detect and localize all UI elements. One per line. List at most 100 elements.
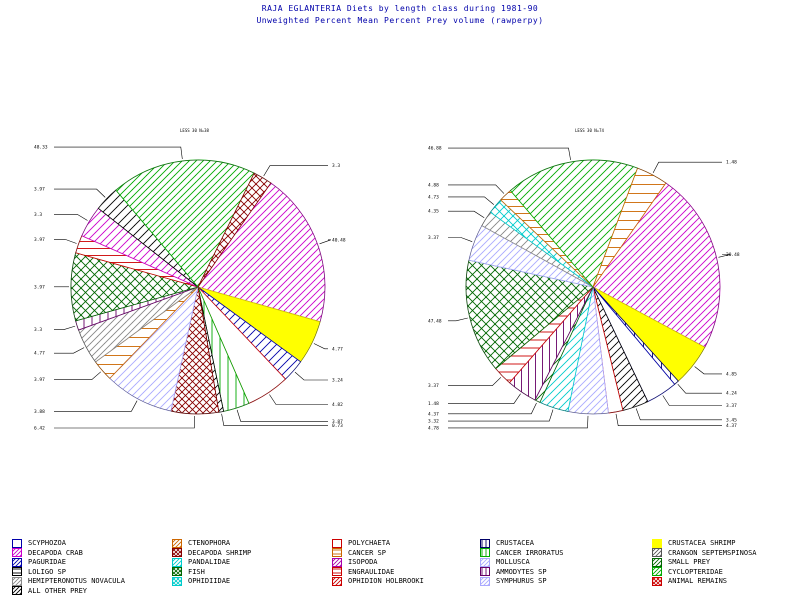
legend-item-crustacea-shrimp: CRUSTACEA SHRIMP <box>652 538 735 548</box>
slice-label: 4.35 <box>428 209 439 215</box>
leader-line <box>294 371 328 381</box>
legend-label: CANCER SP <box>348 548 386 557</box>
legend-swatch <box>332 567 342 576</box>
slice-label: 3.97 <box>34 284 45 290</box>
legend-swatch <box>480 567 490 576</box>
slice-label: 0.73 <box>332 423 343 429</box>
legend-swatch <box>480 538 490 548</box>
slice-label: 3.88 <box>34 409 45 415</box>
legend-item-ophidion-holbrooki: OPHIDION HOLBROOKI <box>332 576 424 586</box>
leader-line <box>263 165 328 177</box>
legend-item-isopoda: ISOPODA <box>332 557 378 567</box>
slice-label: 3.37 <box>428 235 439 241</box>
slice-label: 48.33 <box>34 145 48 151</box>
legend-label: SMALL PREY <box>668 558 711 566</box>
leader-line <box>448 317 468 322</box>
legend-item-symphurus-sp: SYMPHURUS SP <box>480 576 547 586</box>
legend: SCYPHOZOA DECAPODA CRAB PAGURIDAE LOLIGO SP… <box>12 538 800 600</box>
leader-line <box>448 402 537 415</box>
slice-label: 46.88 <box>428 146 442 152</box>
leader-line <box>236 409 328 422</box>
chart-subtitle: Unweighted Percent Mean Percent Prey vol… <box>256 16 544 25</box>
legend-swatch <box>480 548 490 557</box>
slice-label: 1.48 <box>726 160 737 166</box>
legend-swatch <box>12 557 22 567</box>
legend-label: CRANGON SEPTEMSPINOSA <box>668 548 757 557</box>
pie-title: LESS 30 N=74 <box>575 128 604 133</box>
leader-line <box>448 196 494 205</box>
leader-line <box>448 377 502 387</box>
pie-charts: LESS 30 N=38 40.48 4.77 3.24 4.82 3.870.73 6.4… <box>34 128 740 432</box>
leader-line <box>313 343 328 350</box>
leader-line <box>635 408 722 421</box>
leader-line <box>221 413 328 426</box>
legend-label: DECAPODA SHRIMP <box>188 548 252 557</box>
leader-line <box>448 409 554 422</box>
legend-item-ophidiidae: OPHIDIIDAE <box>172 576 230 586</box>
slice-label: 3.3 <box>34 212 42 218</box>
leader-line <box>652 161 722 174</box>
leader-line <box>662 395 722 406</box>
legend-label: MOLLUSCA <box>496 558 530 566</box>
legend-label: OPHIDION HOLBROOKI <box>348 577 424 585</box>
legend-swatch <box>172 557 182 567</box>
pie-outline <box>70 159 326 415</box>
legend-swatch <box>12 548 22 557</box>
slice-label: 3.3 <box>332 163 340 169</box>
legend-label: CANCER IRRORATUS <box>496 548 564 557</box>
legend-label: PANDALIDAE <box>188 558 231 566</box>
legend-item-animal-remains: ANIMAL REMAINS <box>652 576 727 586</box>
leader-line <box>694 366 722 375</box>
legend-item-paguridae: PAGURIDAE <box>12 557 66 567</box>
pie-2: LESS 30 N=7420.484.854.243.373.454.374.7… <box>428 128 740 431</box>
leader-line <box>54 400 138 412</box>
slice-label: 4.82 <box>332 402 343 408</box>
legend-label: ENGRAULIDAE <box>348 567 395 576</box>
legend-swatch <box>332 548 342 557</box>
leader-line <box>54 146 183 160</box>
legend-swatch <box>332 576 342 586</box>
slice-label: 3.87 <box>332 419 343 425</box>
legend-label: HEMIPTERONOTUS NOVACULA <box>28 577 125 585</box>
legend-label: OPHIDIIDAE <box>188 577 231 585</box>
slice-label: 4.78 <box>428 425 439 431</box>
leader-line <box>54 188 106 198</box>
slice-label: 20.48 <box>726 252 740 258</box>
legend-label: LOLIGO SP <box>28 567 66 576</box>
legend-swatch <box>172 567 182 576</box>
legend-item-mollusca: MOLLUSCA <box>480 557 530 567</box>
slice-label: 4.37 <box>726 423 737 429</box>
legend-swatch <box>480 576 490 586</box>
slice-label: 40.48 <box>332 237 346 243</box>
legend-item-cancer-sp: CANCER SP <box>332 548 386 558</box>
legend-swatch <box>12 586 22 595</box>
legend-swatch <box>172 538 182 548</box>
legend-item-crustacea: CRUSTACEA <box>480 538 534 548</box>
leader-line <box>54 371 101 381</box>
slice-label: 4.85 <box>726 371 737 377</box>
legend-label: PAGURIDAE <box>28 558 66 566</box>
legend-label: DECAPODA CRAB <box>28 548 83 557</box>
slice-label: 3.37 <box>428 383 439 389</box>
legend-item-pandalidae: PANDALIDAE <box>172 557 230 567</box>
pie-outline <box>465 159 721 415</box>
legend-item-ctenophora: CTENOPHORA <box>172 538 230 548</box>
slice-label: 3.37 <box>726 403 737 409</box>
leader-line <box>448 237 473 242</box>
legend-swatch <box>480 557 490 567</box>
legend-label: SCYPHOZOA <box>28 539 66 547</box>
slice-label: 1.48 <box>428 401 439 407</box>
legend-swatch <box>12 576 22 586</box>
leader-line <box>54 214 88 221</box>
leader-line <box>448 393 521 405</box>
legend-label: FISH <box>188 567 205 576</box>
chart-title: RAJA EGLANTERIA Diets by length class du… <box>261 4 539 13</box>
pie-title: LESS 30 N=38 <box>180 128 209 133</box>
legend-label: SYMPHURUS SP <box>496 577 547 585</box>
legend-swatch <box>172 548 182 557</box>
leader-line <box>448 184 505 194</box>
slice-label: 4.73 <box>428 194 439 200</box>
legend-label: ISOPODA <box>348 558 378 566</box>
legend-label: AMMODYTES SP <box>496 567 547 576</box>
legend-label: ANIMAL REMAINS <box>668 577 728 585</box>
